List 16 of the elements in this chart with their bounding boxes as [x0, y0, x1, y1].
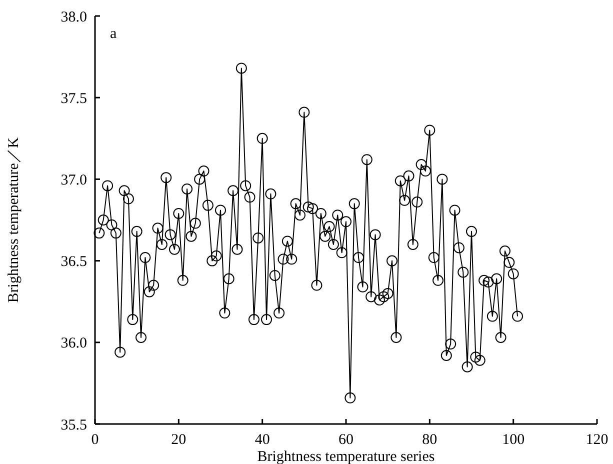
x-tick-label: 40 — [254, 432, 270, 448]
x-tick-label: 20 — [171, 432, 186, 448]
y-tick-label: 37.0 — [60, 172, 87, 188]
y-axis-title: Brightness temperature／K — [6, 137, 22, 303]
x-tick-label: 100 — [502, 432, 525, 448]
y-tick-label: 36.5 — [60, 254, 87, 270]
x-tick-label: 80 — [422, 432, 438, 448]
x-tick-label: 60 — [338, 432, 354, 448]
y-tick-label: 38.0 — [60, 9, 87, 26]
y-tick-label: 35.5 — [60, 417, 87, 434]
x-tick-label: 0 — [91, 432, 99, 448]
y-tick-label: 37.5 — [60, 90, 87, 107]
x-axis-title: Brightness temperature series — [257, 449, 435, 464]
y-tick-label: 36.0 — [60, 336, 87, 352]
x-tick-label: 120 — [586, 432, 608, 448]
annotation: a — [110, 26, 117, 42]
